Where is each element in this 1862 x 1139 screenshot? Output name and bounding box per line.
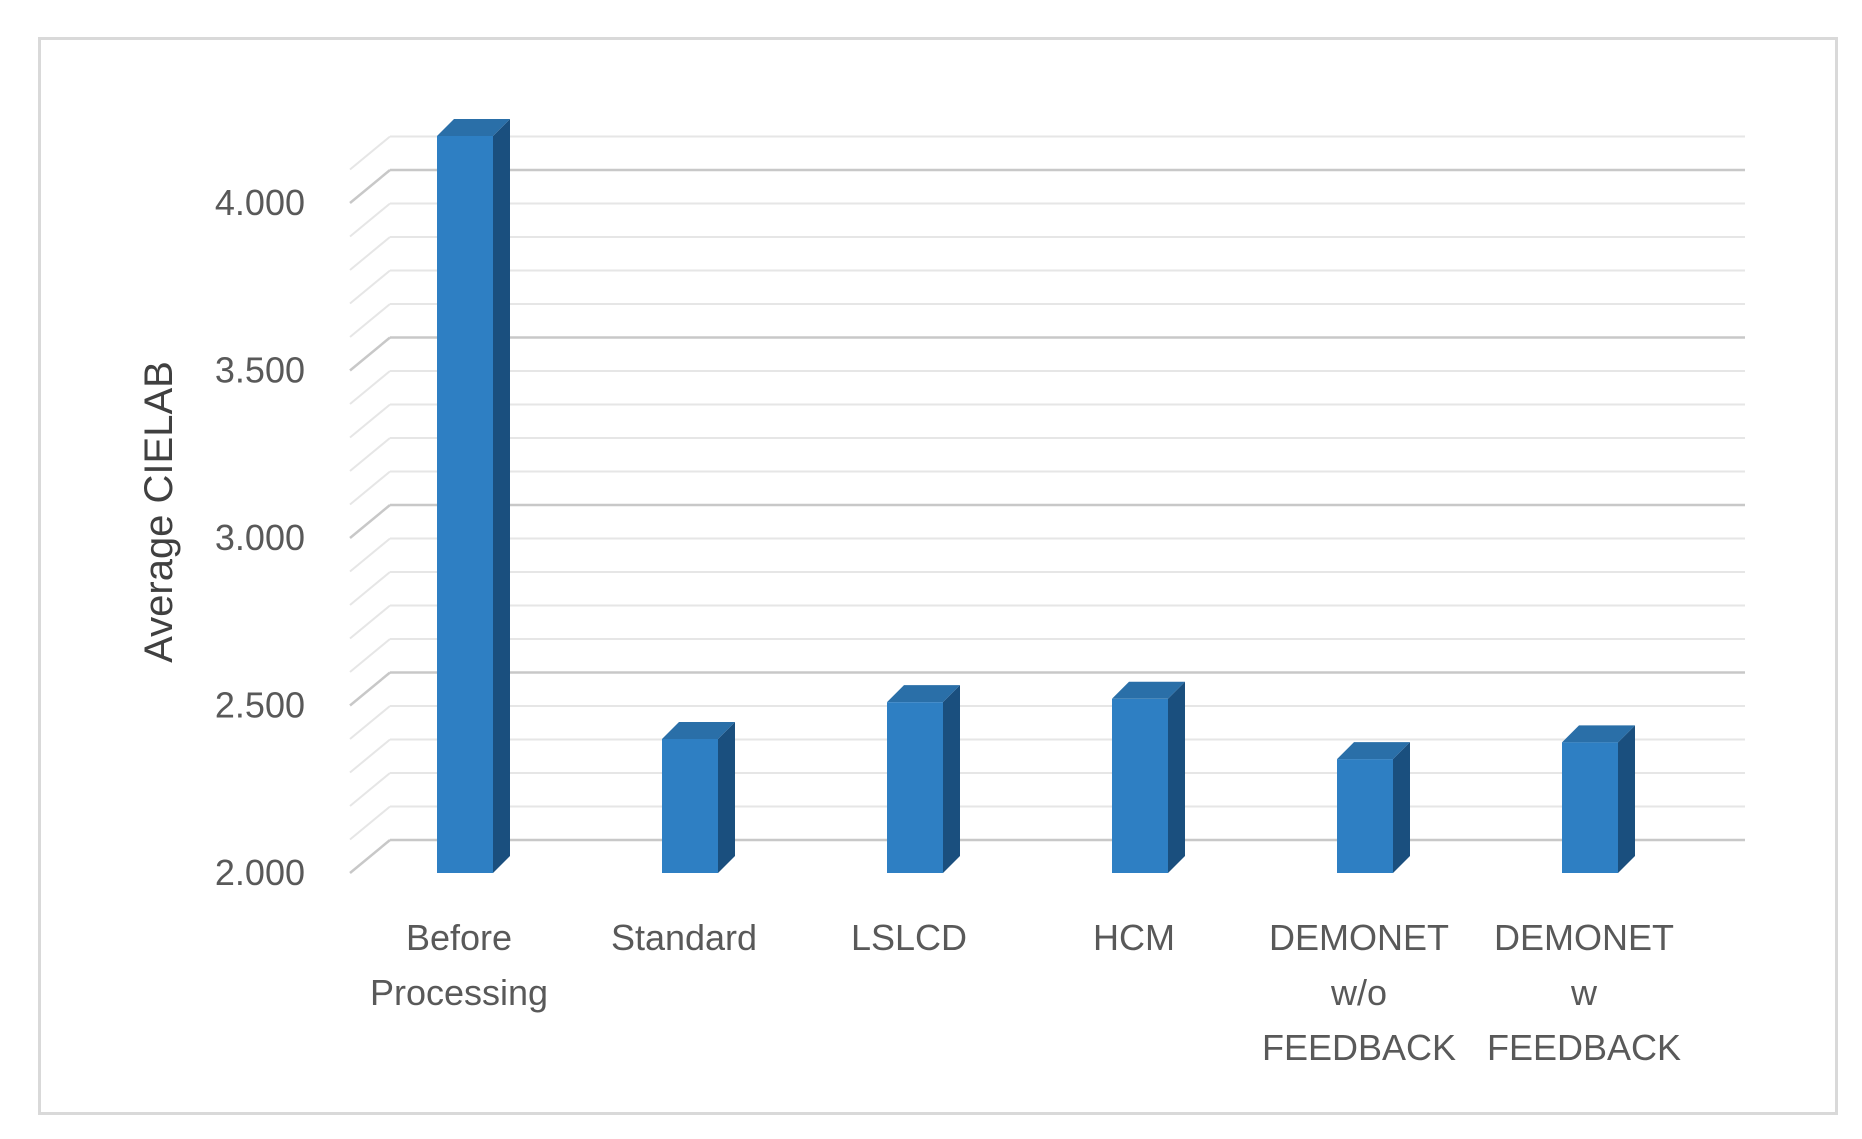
bar: [1112, 681, 1185, 873]
gridline: [349, 839, 391, 874]
bar-top: [887, 685, 960, 703]
bar-top: [1112, 681, 1185, 699]
bar-side: [493, 119, 510, 873]
x-tick-label: Standard: [611, 917, 757, 958]
chart-frame: [38, 37, 1838, 1115]
bar-front: [887, 702, 943, 873]
x-tick-label: DEMONET w/o FEEDBACK: [1262, 917, 1456, 1068]
gridline: [349, 403, 391, 439]
bar-side: [1618, 725, 1635, 873]
x-tick-label: DEMONET w FEEDBACK: [1487, 917, 1681, 1068]
gridline: [349, 370, 391, 405]
bar-top: [437, 119, 510, 136]
bar-side: [718, 722, 735, 873]
gridline: [349, 303, 391, 338]
y-tick-label: 4.000: [215, 182, 305, 223]
gridline: [349, 705, 391, 740]
gridline: [349, 470, 391, 506]
gridline: [349, 638, 391, 673]
x-tick-label: HCM: [1093, 917, 1175, 958]
gridline: [349, 738, 391, 774]
gridline: [349, 537, 391, 573]
bars: [437, 119, 1635, 873]
x-tick-label: LSLCD: [851, 917, 967, 958]
gridline: [349, 269, 391, 305]
bar-side: [943, 685, 960, 873]
bar-front: [1112, 698, 1168, 873]
x-axis-labels: Before Processing Standard LSLCD HCM DEMONET w…: [370, 917, 1681, 1068]
y-tick-label: 2.500: [215, 685, 305, 726]
bar: [887, 685, 960, 873]
gridline: [349, 437, 391, 472]
gridline: [349, 604, 391, 640]
gridline: [349, 805, 391, 841]
gridlines: [349, 135, 1745, 874]
y-tick-label: 2.000: [215, 852, 305, 893]
bar-front: [1337, 759, 1393, 873]
bar: [662, 722, 735, 873]
y-axis-ticks: 2.000 2.500 3.000 3.500 4.000: [215, 182, 305, 893]
bar-front: [437, 136, 493, 873]
gridline: [349, 504, 391, 539]
gridline: [349, 571, 391, 606]
bar: [1562, 725, 1635, 873]
gridline: [349, 135, 391, 171]
bar-top: [1562, 725, 1635, 743]
bar: [1337, 742, 1410, 873]
bar: [437, 119, 510, 873]
gridline: [349, 202, 391, 238]
bar-front: [662, 739, 718, 873]
bar-front: [1562, 742, 1618, 873]
y-tick-label: 3.500: [215, 350, 305, 391]
gridline: [349, 671, 391, 707]
gridline: [349, 236, 391, 271]
x-tick-label: Before Processing: [370, 917, 548, 1013]
bar-side: [1168, 681, 1185, 873]
gridline: [349, 772, 391, 807]
bar-side: [1393, 742, 1410, 873]
bar-top: [1337, 742, 1410, 760]
y-tick-label: 3.000: [215, 517, 305, 558]
bar-top: [662, 722, 735, 739]
y-axis-title: Average CIELAB: [137, 361, 181, 663]
gridline: [349, 336, 391, 372]
gridline: [349, 169, 391, 204]
